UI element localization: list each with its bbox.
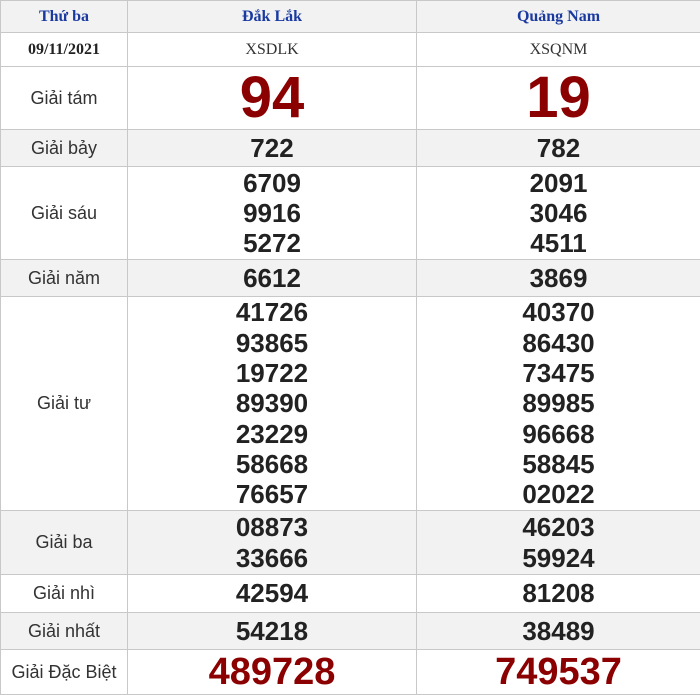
prize-number: 89985 xyxy=(522,388,595,419)
prize-number: 58668 xyxy=(235,448,309,479)
prize-row: Giải Đặc Biệt 489728 749537 xyxy=(0,649,700,695)
prize-label: Giải tám xyxy=(0,66,128,130)
prize-cell: 40370 86430 73475 89985 96668 58845 02022 xyxy=(416,296,700,511)
prize-number: 4511 xyxy=(530,228,587,259)
prize-row: Giải ba 08873 33666 46203 59924 xyxy=(0,510,700,575)
prize-row: Giải tám 94 19 xyxy=(0,65,700,130)
prize-number: 722 xyxy=(250,132,294,163)
prize-number: 782 xyxy=(536,132,581,163)
prize-cell: 19 xyxy=(416,65,700,130)
prize-number: 81208 xyxy=(522,578,595,609)
prize-number: 93865 xyxy=(235,327,309,358)
prize-number: 40370 xyxy=(522,297,595,328)
province-quang-nam[interactable]: Quảng Nam xyxy=(416,0,700,33)
prize-number: 02022 xyxy=(522,479,595,510)
prize-label: Giải sáu xyxy=(0,166,128,260)
prize-cell: 722 xyxy=(127,129,417,167)
prize-label: Giải ba xyxy=(0,510,128,575)
prize-cell: 41726 93865 19722 89390 23229 58668 76657 xyxy=(127,296,417,511)
prize-number: 6709 xyxy=(243,167,301,198)
prize-cell: 782 xyxy=(416,129,700,167)
prize-number: 96668 xyxy=(522,418,595,449)
prize-number: 33666 xyxy=(235,542,309,573)
prize-number: 2091 xyxy=(529,167,588,198)
prize-number: 3046 xyxy=(529,197,588,228)
prize-cell: 749537 xyxy=(416,649,700,695)
header-row: Thứ ba Đắk Lắk Quảng Nam xyxy=(0,0,700,33)
prize-cell: 46203 59924 xyxy=(416,510,700,575)
prize-number: 76657 xyxy=(235,479,309,510)
prize-number: 489728 xyxy=(208,651,336,693)
prize-cell: 6612 xyxy=(127,259,417,297)
prize-cell: 489728 xyxy=(127,649,417,695)
prize-number: 59924 xyxy=(522,542,595,573)
prize-cell: 42594 xyxy=(127,574,417,613)
prize-row: Giải tư 41726 93865 19722 89390 23229 58668 766… xyxy=(0,296,700,511)
prize-number: 749537 xyxy=(495,651,622,693)
prize-row: Giải bảy 722 782 xyxy=(0,129,700,167)
prize-number: 58845 xyxy=(522,448,595,479)
prize-number: 19 xyxy=(526,65,591,130)
prize-number: 3869 xyxy=(529,262,588,293)
code-dak-lak: XSDLK xyxy=(127,32,417,67)
prize-label: Giải nhất xyxy=(0,612,128,650)
prize-cell: 3869 xyxy=(416,259,700,297)
prize-number: 41726 xyxy=(235,297,309,328)
prize-row: Giải nhì 42594 81208 xyxy=(0,574,700,613)
prize-label: Giải Đặc Biệt xyxy=(0,649,128,695)
prize-label: Giải nhì xyxy=(0,574,128,613)
prize-label: Giải năm xyxy=(0,259,128,297)
prize-label: Giải bảy xyxy=(0,129,128,167)
prize-number: 86430 xyxy=(522,327,595,358)
prize-number: 94 xyxy=(239,65,305,130)
prize-number: 38489 xyxy=(522,615,595,646)
prize-number: 42594 xyxy=(235,578,309,609)
prize-cell: 81208 xyxy=(416,574,700,613)
prize-number: 23229 xyxy=(235,418,309,449)
prize-cell: 94 xyxy=(127,65,417,130)
prize-row: Giải năm 6612 3869 xyxy=(0,259,700,297)
prize-number: 19722 xyxy=(235,358,309,389)
code-quang-nam: XSQNM xyxy=(416,32,700,67)
prize-row: Giải nhất 54218 38489 xyxy=(0,612,700,650)
prize-number: 08873 xyxy=(235,512,309,543)
prize-cell: 54218 xyxy=(127,612,417,650)
prize-label: Giải tư xyxy=(0,296,128,511)
province-dak-lak[interactable]: Đắk Lắk xyxy=(127,0,417,33)
prize-cell: 6709 9916 5272 xyxy=(127,166,417,260)
prize-number: 46203 xyxy=(522,512,595,543)
draw-date: 09/11/2021 xyxy=(0,32,128,67)
prize-number: 6612 xyxy=(243,262,301,293)
prize-cell: 08873 33666 xyxy=(127,510,417,575)
prize-number: 54218 xyxy=(235,615,309,646)
day-label: Thứ ba xyxy=(0,0,128,33)
prize-cell: 38489 xyxy=(416,612,700,650)
prize-number: 5272 xyxy=(243,228,301,259)
prize-row: Giải sáu 6709 9916 5272 2091 3046 4511 xyxy=(0,166,700,260)
prize-number: 73475 xyxy=(522,358,595,389)
prize-cell: 2091 3046 4511 xyxy=(416,166,700,260)
date-row: 09/11/2021 XSDLK XSQNM xyxy=(0,32,700,67)
prize-number: 9916 xyxy=(243,197,301,228)
prize-number: 89390 xyxy=(235,388,309,419)
